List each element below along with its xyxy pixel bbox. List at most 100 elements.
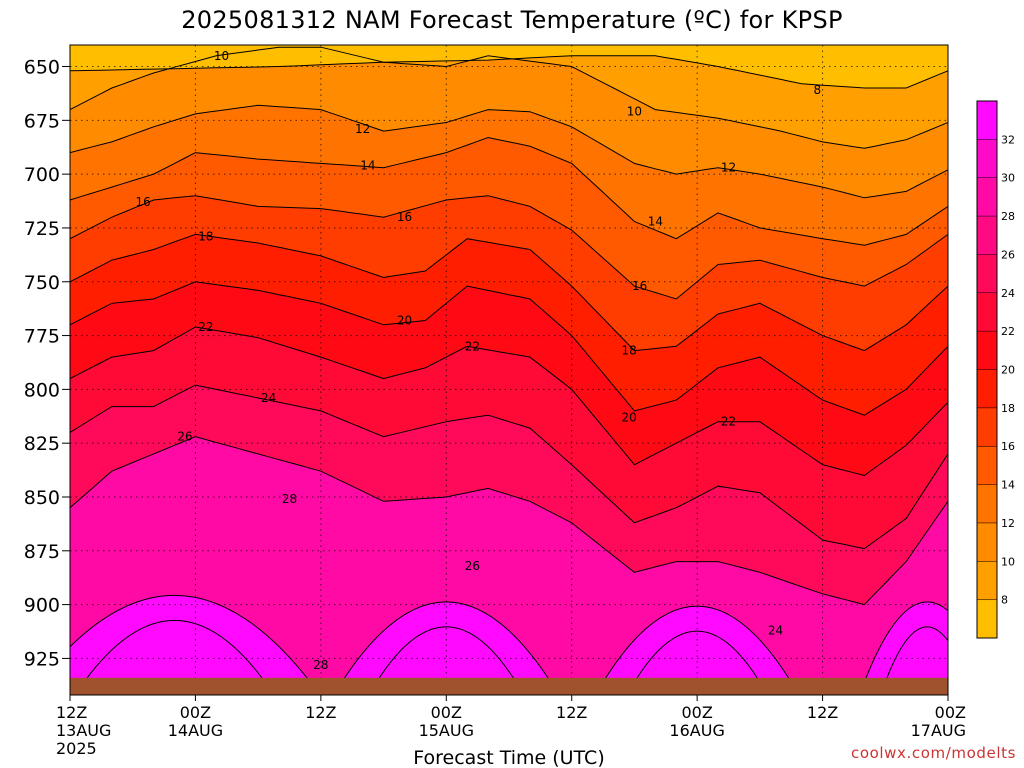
warm-lobe-4 xyxy=(863,601,948,683)
contour-label-13: 20 xyxy=(622,410,637,424)
warm-lobe-inner-1 xyxy=(83,620,266,683)
isotherm-12 xyxy=(70,104,948,199)
colorbar-label-18: 18 xyxy=(1001,402,1015,415)
contour-label-16: 22 xyxy=(721,415,736,429)
isotherm-26 xyxy=(70,436,948,606)
grid-lines xyxy=(70,45,948,695)
contour-label-20: 26 xyxy=(465,559,480,573)
surface-terrain xyxy=(70,677,948,695)
colorbar-segment-7 xyxy=(977,331,997,370)
y-tick-925: 925 xyxy=(24,648,60,670)
isotherm-16 xyxy=(70,195,948,300)
colorbar-segment-8 xyxy=(977,292,997,332)
chart-title: 2025081312 NAM Forecast Temperature (ºC)… xyxy=(181,6,843,34)
x-axis-label: Forecast Time (UTC) xyxy=(413,747,604,768)
y-tick-900: 900 xyxy=(24,595,60,617)
colorbar-label-20: 20 xyxy=(1001,364,1015,377)
colorbar-label-8: 8 xyxy=(1001,594,1008,607)
colorbar-label-32: 32 xyxy=(1001,133,1015,146)
y-tick-725: 725 xyxy=(24,218,60,240)
isotherm-lines xyxy=(70,46,948,683)
contour-label-12: 20 xyxy=(397,313,412,327)
x-tick-label-12-1: 00Z xyxy=(180,703,211,722)
x-tick-label-24-1: 12Z xyxy=(305,703,336,722)
y-tick-775: 775 xyxy=(24,326,60,348)
contour-label-11: 18 xyxy=(622,344,637,358)
colorbar-label-30: 30 xyxy=(1001,172,1015,185)
contour-labels: 10 8 10 12 12 14 14 16 16 16 18 18 20 20 22 22 22 24 24 26 2… xyxy=(136,49,822,672)
colorbar-label-28: 28 xyxy=(1001,210,1015,223)
band-below-8 xyxy=(70,45,948,88)
x-tick-label-12-2: 14AUG xyxy=(168,721,223,740)
x-tick-label-84-1: 00Z xyxy=(935,703,966,722)
contour-label-10: 18 xyxy=(198,230,213,244)
contour-label-14: 22 xyxy=(198,320,213,334)
colorbar-segment-9 xyxy=(977,254,997,294)
x-tick-label-60-1: 00Z xyxy=(681,703,712,722)
contour-label-19: 26 xyxy=(177,430,192,444)
colorbar-label-24: 24 xyxy=(1001,287,1015,300)
plot-frame xyxy=(69,44,949,696)
x-tick-label-84-2: 17AUG xyxy=(911,721,966,740)
colorbar-segment-6 xyxy=(977,369,997,409)
colorbar-segment-4 xyxy=(977,446,997,486)
x-tick-label-48-1: 12Z xyxy=(556,703,587,722)
isotherm-24 xyxy=(70,384,948,550)
contour-label-21: 28 xyxy=(282,492,297,506)
colorbar-segment-11 xyxy=(977,177,997,217)
y-tick-825: 825 xyxy=(24,433,60,455)
plot-area: 10 8 10 12 12 14 14 16 16 16 18 18 20 20 22 22 22 24 24 26 2… xyxy=(70,45,948,695)
colorbar-segment-2 xyxy=(977,522,997,562)
y-tick-800: 800 xyxy=(24,379,60,401)
warm-lobe-inner-3 xyxy=(634,630,761,683)
colorbar-segment-1 xyxy=(977,561,997,601)
y-tick-650: 650 xyxy=(24,57,60,79)
contour-label-22: 28 xyxy=(313,658,328,672)
x-tick-label-36-2: 15AUG xyxy=(419,721,474,740)
colorbar-label-16: 16 xyxy=(1001,440,1015,453)
colorbar-label-14: 14 xyxy=(1001,479,1015,492)
x-tick-label-0-3: 2025 xyxy=(56,739,97,758)
isotherm-20 xyxy=(70,281,948,416)
warm-lobe-3 xyxy=(602,605,793,683)
contour-label-7: 16 xyxy=(136,195,151,209)
x-tick-label-36-1: 00Z xyxy=(431,703,462,722)
contour-label-3: 12 xyxy=(355,122,370,136)
band-below-10 xyxy=(70,45,948,149)
colorbar-label-26: 26 xyxy=(1001,248,1015,261)
x-tick-label-0-1: 12Z xyxy=(56,703,87,722)
contour-label-18: 24 xyxy=(768,623,783,637)
isotherm-22 xyxy=(70,326,948,477)
colorbar: 8 10 12 14 16 18 20 22 24 26 28 30 32 xyxy=(976,100,1015,639)
warm-lobe-inner-2 xyxy=(376,626,517,683)
contour-label-15: 22 xyxy=(465,339,480,353)
colorbar-label-10: 10 xyxy=(1001,555,1015,568)
credit-text: coolwx.com/modelts xyxy=(851,744,1016,762)
isotherm-18 xyxy=(70,233,948,352)
contour-label-1: 8 xyxy=(814,83,822,97)
warm-lobe-1 xyxy=(70,594,312,683)
contour-label-0: 10 xyxy=(214,49,229,63)
y-tick-850: 850 xyxy=(24,487,60,509)
y-tick-700: 700 xyxy=(24,164,60,186)
contour-label-8: 16 xyxy=(397,210,412,224)
warm-lobe-inner-4 xyxy=(884,626,948,683)
warm-lobe-2 xyxy=(340,601,552,683)
temperature-bands xyxy=(70,45,948,695)
contour-label-5: 14 xyxy=(360,159,375,173)
x-tick-label-60-2: 16AUG xyxy=(669,721,724,740)
colorbar-label-12: 12 xyxy=(1001,517,1015,530)
x-tick-label-0-2: 13AUG xyxy=(56,721,111,740)
contour-label-4: 12 xyxy=(721,161,736,175)
y-tick-675: 675 xyxy=(24,110,60,132)
colorbar-segment-12 xyxy=(977,139,997,179)
colorbar-segment-10 xyxy=(977,216,997,255)
isotherm-10 xyxy=(70,46,948,149)
x-tick-label-72-1: 12Z xyxy=(807,703,838,722)
colorbar-segment-5 xyxy=(977,407,997,447)
contour-label-2: 10 xyxy=(627,105,642,119)
contour-label-17: 24 xyxy=(261,391,276,405)
contour-label-6: 14 xyxy=(648,214,663,228)
